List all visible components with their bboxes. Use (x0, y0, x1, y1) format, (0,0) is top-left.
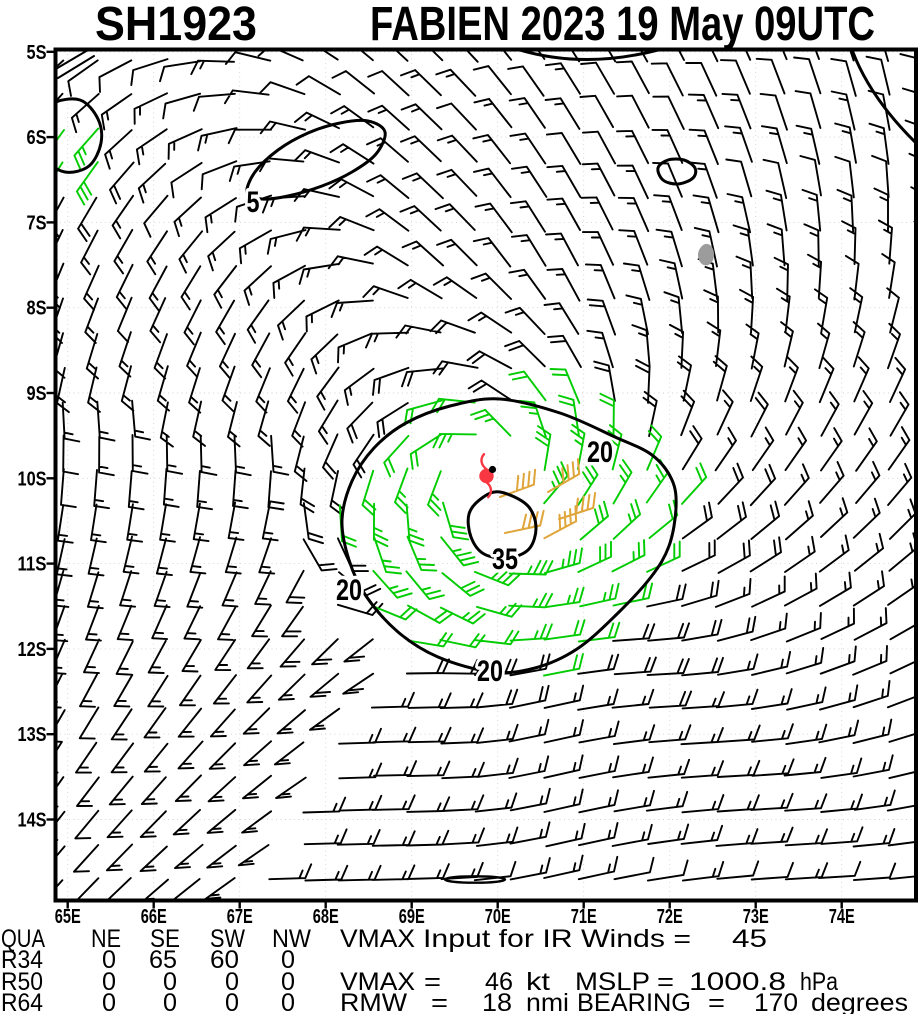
svg-text:=: = (431, 989, 448, 1014)
svg-text:VMAX: VMAX (340, 968, 415, 996)
svg-text:NE: NE (91, 925, 121, 953)
svg-text:9S: 9S (27, 383, 47, 405)
svg-text:R34: R34 (1, 946, 43, 974)
svg-text:11S: 11S (18, 554, 47, 576)
svg-text:SW: SW (210, 925, 245, 953)
svg-text:0: 0 (225, 989, 239, 1014)
svg-text:0: 0 (102, 946, 116, 974)
svg-text:nmi: nmi (526, 989, 569, 1014)
svg-text:0: 0 (281, 989, 295, 1014)
svg-text:BEARING: BEARING (577, 989, 691, 1014)
svg-text:20: 20 (587, 436, 613, 469)
svg-text:13S: 13S (18, 724, 47, 746)
svg-text:Input for IR Winds =: Input for IR Winds = (423, 925, 691, 953)
svg-text:10S: 10S (18, 468, 47, 490)
svg-text:hPa: hPa (800, 968, 838, 996)
svg-text:NW: NW (272, 925, 311, 953)
svg-text:12S: 12S (18, 639, 47, 661)
svg-text:35: 35 (492, 543, 518, 576)
svg-text:RMW: RMW (340, 989, 407, 1014)
svg-text:0: 0 (281, 946, 295, 974)
svg-text:0: 0 (163, 989, 177, 1014)
svg-text:170: 170 (754, 989, 798, 1014)
svg-text:=: = (424, 968, 441, 996)
svg-text:68E: 68E (313, 906, 339, 928)
svg-text:0: 0 (281, 968, 295, 996)
svg-text:R50: R50 (1, 968, 43, 996)
svg-text:65E: 65E (55, 906, 81, 928)
svg-text:kt: kt (526, 968, 550, 996)
svg-text:70E: 70E (485, 906, 511, 928)
svg-text:66E: 66E (141, 906, 167, 928)
svg-text:74E: 74E (829, 906, 855, 928)
svg-text:18: 18 (482, 989, 512, 1014)
svg-text:6S: 6S (27, 127, 47, 149)
svg-text:SE: SE (150, 925, 180, 953)
svg-text:=: = (657, 968, 674, 996)
svg-text:5S: 5S (27, 42, 47, 64)
svg-text:5: 5 (247, 186, 260, 219)
svg-text:0: 0 (225, 968, 239, 996)
svg-text:69E: 69E (399, 906, 425, 928)
svg-text:7S: 7S (27, 212, 47, 234)
svg-text:SH1923: SH1923 (95, 0, 257, 51)
svg-text:QUA: QUA (1, 925, 45, 953)
svg-text:72E: 72E (657, 906, 683, 928)
svg-text:65: 65 (149, 946, 177, 974)
svg-text:20: 20 (336, 574, 362, 607)
svg-text:degrees: degrees (811, 989, 908, 1014)
svg-text:0: 0 (163, 968, 177, 996)
svg-text:45: 45 (732, 925, 767, 953)
svg-text:VMAX: VMAX (340, 925, 415, 953)
svg-text:1000.8: 1000.8 (689, 968, 786, 996)
svg-text:20: 20 (477, 655, 503, 688)
svg-text:73E: 73E (743, 906, 769, 928)
svg-text:60: 60 (210, 946, 239, 974)
svg-text:0: 0 (102, 989, 116, 1014)
svg-text:46: 46 (485, 968, 513, 996)
svg-text:0: 0 (102, 968, 116, 996)
svg-text:67E: 67E (227, 906, 253, 928)
svg-text:MSLP: MSLP (575, 968, 650, 996)
svg-text:71E: 71E (571, 906, 597, 928)
svg-text:14S: 14S (18, 810, 47, 832)
svg-text:8S: 8S (27, 298, 47, 320)
svg-text:FABIEN 2023 19 May 09UTC: FABIEN 2023 19 May 09UTC (370, 0, 875, 51)
svg-text:R64: R64 (1, 989, 43, 1014)
svg-text:=: = (708, 989, 725, 1014)
